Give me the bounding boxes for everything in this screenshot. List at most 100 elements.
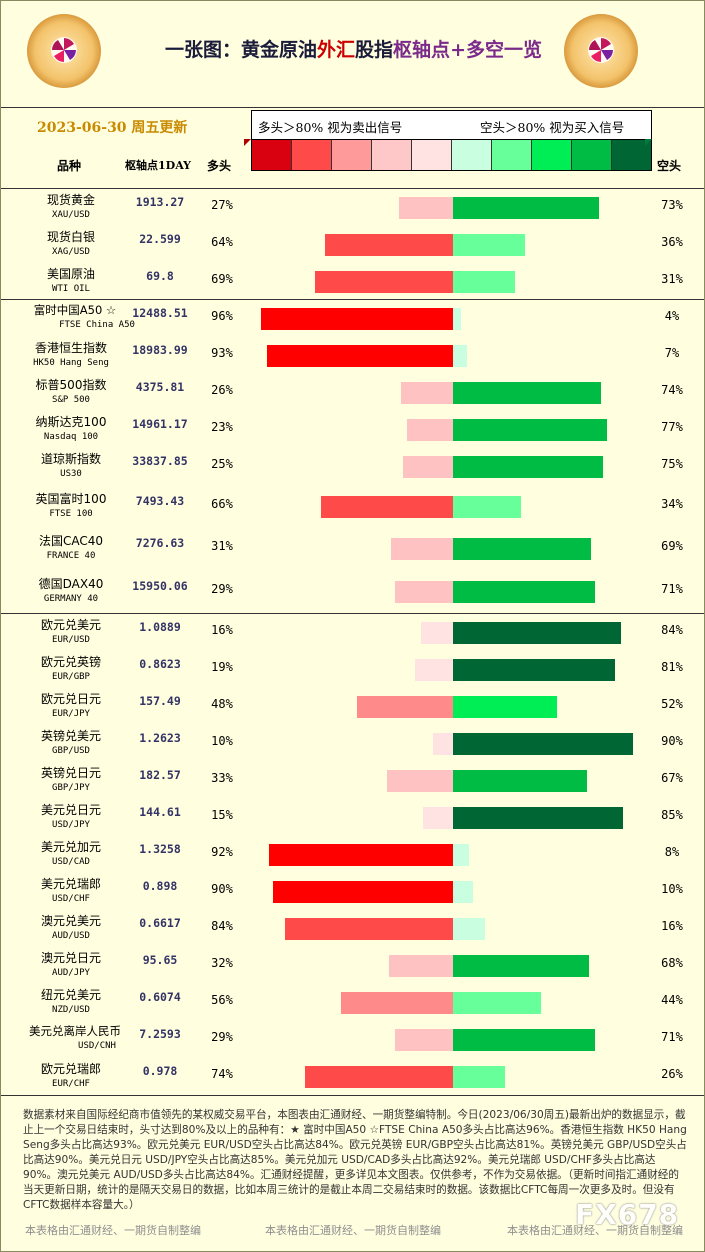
legend-marker-left bbox=[244, 139, 251, 146]
product-code: USD/CAD bbox=[52, 857, 90, 867]
divider-fx bbox=[1, 1095, 704, 1096]
product-code: EUR/JPY bbox=[52, 709, 90, 719]
legend-swatch bbox=[572, 140, 612, 170]
pivot-value: 1.0889 bbox=[139, 620, 181, 634]
divider bbox=[1, 107, 704, 108]
product-code: EUR/GBP bbox=[52, 672, 90, 682]
legend: 多头＞80% 视为卖出信号 空头＞80% 视为买入信号 bbox=[251, 110, 652, 171]
pivot-value: 0.898 bbox=[142, 879, 178, 893]
pinwheel-icon bbox=[588, 37, 614, 63]
pivot-value: 14961.17 bbox=[132, 417, 188, 431]
long-percent: 26% bbox=[211, 383, 233, 397]
table-row: 美元兑日元 USD/JPY 144.61 15% 85% bbox=[1, 799, 704, 836]
chart-title: 一张图：黄金原油外汇股指枢轴点+多空一览 bbox=[1, 35, 704, 62]
pinwheel-icon bbox=[51, 37, 77, 63]
short-bar bbox=[453, 807, 623, 829]
long-bar bbox=[315, 271, 453, 293]
short-bar bbox=[453, 1066, 505, 1088]
product-code: GBP/USD bbox=[52, 746, 90, 756]
short-percent: 16% bbox=[661, 919, 683, 933]
product-name: 英镑兑日元 bbox=[40, 766, 101, 780]
product-code: USD/CNH bbox=[78, 1041, 116, 1051]
product-name: 香港恒生指数 bbox=[34, 341, 107, 355]
short-percent: 67% bbox=[661, 771, 683, 785]
pivot-value: 0.978 bbox=[142, 1064, 178, 1078]
product-name: 英镑兑美元 bbox=[40, 729, 101, 743]
table-row: 标普500指数 S&P 500 4375.81 26% 74% bbox=[1, 374, 704, 411]
product-name: 澳元兑日元 bbox=[40, 951, 101, 965]
legend-swatch bbox=[332, 140, 372, 170]
pivot-value: 12488.51 bbox=[132, 306, 188, 320]
long-bar bbox=[389, 955, 453, 977]
long-bar bbox=[395, 581, 453, 603]
long-bar bbox=[341, 992, 453, 1014]
short-bar bbox=[453, 382, 601, 404]
long-percent: 96% bbox=[211, 309, 233, 323]
left-logo bbox=[27, 14, 101, 88]
pivot-value: 1913.27 bbox=[135, 195, 185, 209]
table-row: 香港恒生指数 HK50 Hang Seng 18983.99 93% 7% bbox=[1, 337, 704, 374]
short-percent: 36% bbox=[661, 235, 683, 249]
product-name: 现货白银 bbox=[46, 230, 95, 244]
short-bar bbox=[453, 581, 595, 603]
long-bar bbox=[325, 234, 453, 256]
table-row: 纽元兑美元 NZD/USD 0.6074 56% 44% bbox=[1, 984, 704, 1021]
long-bar bbox=[433, 733, 453, 755]
long-percent: 48% bbox=[211, 697, 233, 711]
short-bar bbox=[453, 271, 515, 293]
table-row: 英镑兑日元 GBP/JPY 182.57 33% 67% bbox=[1, 762, 704, 799]
long-percent: 92% bbox=[211, 845, 233, 859]
pivot-value: 7.2593 bbox=[139, 1027, 181, 1041]
long-percent: 66% bbox=[211, 497, 233, 511]
product-code: GERMANY 40 bbox=[43, 594, 99, 604]
table-row: 欧元兑日元 EUR/JPY 157.49 48% 52% bbox=[1, 688, 704, 725]
update-date: 2023-06-30 周五更新 bbox=[37, 120, 188, 136]
short-bar bbox=[453, 881, 473, 903]
legend-long-text: 多头＞80% 视为卖出信号 bbox=[258, 120, 403, 135]
short-percent: 85% bbox=[661, 808, 683, 822]
product-code: AUD/USD bbox=[52, 931, 90, 941]
long-percent: 74% bbox=[211, 1067, 233, 1081]
table-row: 富时中国A50 ☆ FTSE China A50 12488.51 96% 4% bbox=[1, 300, 704, 337]
product-name: 现货黄金 bbox=[46, 193, 95, 207]
product-name: 美元兑瑞郎 bbox=[40, 877, 101, 891]
short-bar bbox=[453, 538, 591, 560]
long-bar bbox=[395, 1029, 453, 1051]
legend-swatch bbox=[452, 140, 492, 170]
short-percent: 4% bbox=[664, 309, 680, 323]
table-row: 英镑兑美元 GBP/USD 1.2623 10% 90% bbox=[1, 725, 704, 762]
product-code: XAG/USD bbox=[52, 247, 90, 257]
short-percent: 44% bbox=[661, 993, 683, 1007]
legend-swatch bbox=[252, 140, 292, 170]
title-part-4: 枢轴点 bbox=[393, 39, 451, 61]
pivot-value: 0.6617 bbox=[139, 916, 181, 930]
long-bar bbox=[285, 918, 453, 940]
product-name: 纳斯达克100 bbox=[35, 415, 107, 429]
short-percent: 84% bbox=[661, 623, 683, 637]
divider-indices bbox=[1, 613, 704, 614]
pivot-value: 157.49 bbox=[139, 694, 181, 708]
short-bar bbox=[453, 308, 461, 330]
short-percent: 81% bbox=[661, 660, 683, 674]
short-bar bbox=[453, 696, 557, 718]
table-row: 美元兑加元 USD/CAD 1.3258 92% 8% bbox=[1, 836, 704, 873]
long-bar bbox=[267, 345, 453, 367]
product-code: Nasdaq 100 bbox=[43, 432, 99, 442]
short-percent: 75% bbox=[661, 457, 683, 471]
product-code: EUR/CHF bbox=[52, 1079, 90, 1089]
short-bar bbox=[453, 496, 521, 518]
pivot-value: 1.3258 bbox=[139, 842, 181, 856]
pivot-value: 7276.63 bbox=[135, 536, 185, 550]
product-name: 欧元兑日元 bbox=[40, 692, 101, 706]
short-percent: 26% bbox=[661, 1067, 683, 1081]
table-row: 道琼斯指数 US30 33837.85 25% 75% bbox=[1, 448, 704, 485]
short-bar bbox=[453, 844, 469, 866]
long-bar bbox=[401, 382, 453, 404]
short-bar bbox=[453, 345, 467, 367]
pivot-value: 182.57 bbox=[139, 768, 181, 782]
legend-short-text: 空头＞80% 视为买入信号 bbox=[480, 120, 625, 135]
long-bar bbox=[321, 496, 453, 518]
product-code: FRANCE 40 bbox=[46, 551, 96, 561]
pivot-value: 22.599 bbox=[139, 232, 181, 246]
